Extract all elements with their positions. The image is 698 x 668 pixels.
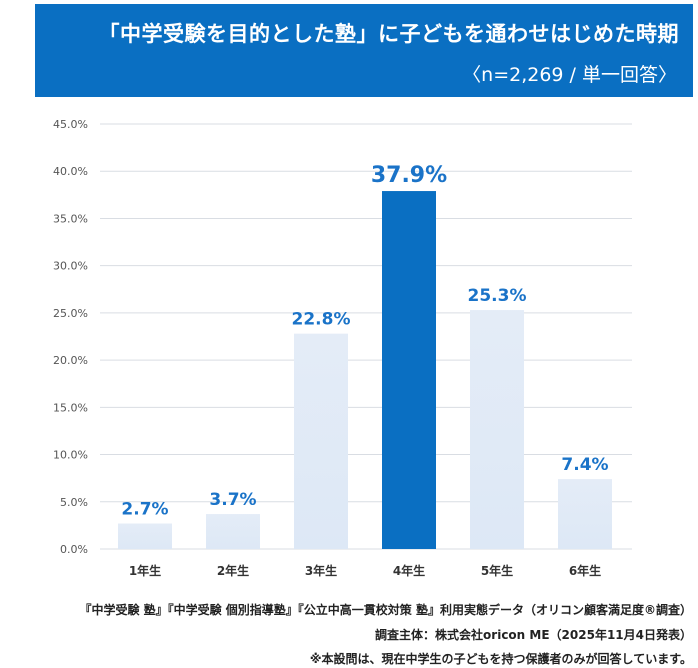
chart-title: 「中学受験を目的とした塾」に子どもを通わせはじめた時期: [98, 22, 679, 46]
x-tick-label: 6年生: [569, 563, 601, 578]
data-label: 2.7%: [121, 500, 168, 520]
x-tick-label: 3年生: [305, 563, 337, 578]
chart-subtitle: 〈n=2,269 / 単一回答〉: [462, 64, 677, 86]
bar-chart: 0.0% 5.0% 10.0% 15.0% 20.0% 25.0% 30.0% 35.0% 40…: [53, 118, 632, 578]
x-tick-label: 4年生: [393, 563, 425, 578]
y-tick-label: 15.0%: [53, 401, 88, 414]
bar-2年生: [206, 514, 260, 549]
y-tick-label: 10.0%: [53, 449, 88, 462]
data-label: 37.9%: [371, 163, 447, 188]
data-label: 3.7%: [209, 490, 256, 510]
footer-note: ※本設問は、現在中学生の子どもを持つ保護者のみが回答しています。: [309, 652, 692, 666]
y-tick-label: 35.0%: [53, 212, 88, 225]
x-tick-label: 1年生: [129, 563, 161, 578]
data-label: 7.4%: [561, 455, 608, 475]
chart-header: 「中学受験を目的とした塾」に子どもを通わせはじめた時期 〈n=2,269 / 単…: [35, 4, 693, 97]
bar-6年生: [558, 479, 612, 549]
y-tick-label: 20.0%: [53, 354, 88, 367]
data-label: 25.3%: [468, 286, 527, 306]
y-tick-label: 30.0%: [53, 260, 88, 273]
x-tick-label: 5年生: [481, 563, 513, 578]
data-label: 22.8%: [292, 310, 351, 330]
bar-5年生: [470, 310, 524, 549]
y-tick-label: 40.0%: [53, 165, 88, 178]
y-tick-label: 25.0%: [53, 307, 88, 320]
bar-1年生: [118, 523, 172, 549]
y-tick-label: 45.0%: [53, 118, 88, 131]
bar-3年生: [294, 333, 348, 549]
y-tick-label: 0.0%: [60, 543, 88, 556]
y-tick-label: 5.0%: [60, 496, 88, 509]
bar-4年生: [382, 191, 436, 550]
footer-organizer: 調査主体：株式会社oricon ME（2025年11月4日発表）: [375, 628, 692, 642]
footer-source: 『中学受験 塾』『中学受験 個別指導塾』『公立中高一貫校対策 塾』利用実態データ…: [79, 603, 692, 617]
x-tick-label: 2年生: [217, 563, 249, 578]
